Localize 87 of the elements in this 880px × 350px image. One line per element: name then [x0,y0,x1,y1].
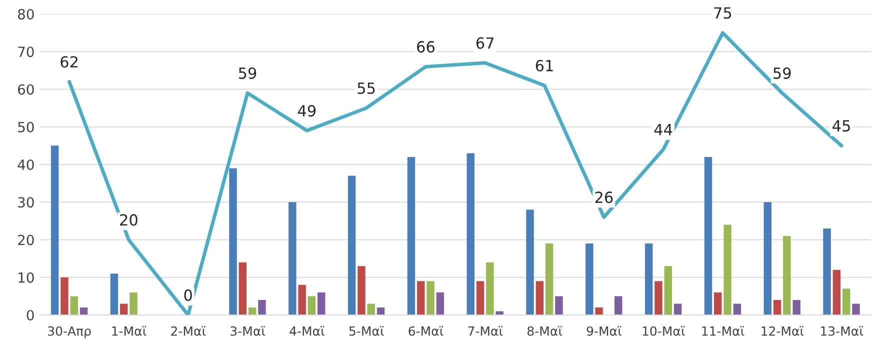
data-label: 59 [238,67,256,79]
bar [595,307,603,315]
bar [476,281,484,315]
y-tick-label: 70 [18,46,34,58]
bar [120,304,128,315]
bar [783,236,791,315]
bar [674,304,682,315]
bar [842,288,850,315]
bar [466,153,474,315]
bar [486,262,494,315]
bar [852,304,860,315]
x-tick-label: 10-Μαϊ [642,326,685,336]
bar [586,244,594,315]
data-label: 49 [298,105,316,117]
x-tick-label: 3-Μαϊ [230,326,266,336]
bar [496,311,504,315]
data-label: 66 [417,41,434,53]
x-tick-label: 4-Μαϊ [290,326,324,336]
data-label: 67 [476,37,494,49]
bar [823,228,831,315]
bar [436,292,444,315]
bar [526,210,534,315]
bar [724,224,732,315]
data-label: 26 [595,192,613,204]
bar [80,307,88,315]
bar [130,292,138,315]
x-tick-label: 6-Μαϊ [408,326,444,336]
y-tick-label: 0 [26,310,34,320]
x-tick-label: 12-Μαϊ [762,326,804,336]
bar [764,202,772,315]
bar [298,284,306,315]
bar [248,307,256,315]
bar [704,156,712,315]
bar [733,304,742,315]
x-tick-label: 9-Μαϊ [586,326,622,336]
data-label: 59 [774,67,791,79]
bar [318,292,326,315]
bar [60,277,68,315]
bar [664,266,672,315]
data-label: 20 [120,214,138,226]
data-label: 0 [184,289,192,301]
bar [110,274,118,315]
bar [238,262,247,315]
bar [832,270,841,315]
bar [536,281,544,315]
data-label: 55 [358,82,375,94]
x-tick-label: 11-Μαϊ [702,326,744,336]
bar [426,281,434,315]
y-tick-label: 10 [18,272,34,283]
x-tick-label: 7-Μαϊ [468,326,503,336]
y-tick-label: 50 [18,122,34,132]
bar [258,300,266,315]
x-tick-label: 1-Μαϊ [112,326,146,336]
y-tick-label: 30 [18,197,34,208]
bar [348,176,356,315]
bar [367,304,375,315]
bar [50,146,59,315]
bar [555,296,563,315]
bar [792,300,800,315]
bar [376,307,385,315]
y-tick-label: 60 [18,84,34,95]
x-tick-label: 2-Μαϊ [171,326,206,336]
bar [358,266,366,315]
bar [714,292,722,315]
data-label: 45 [832,120,850,132]
bar [407,156,416,315]
y-tick-label: 20 [18,234,34,246]
bar [308,296,316,315]
x-tick-label: 5-Μαϊ [349,326,384,336]
x-tick-label: 8-Μαϊ [527,326,562,336]
bar [417,281,425,315]
bar [288,202,296,315]
x-tick-label: 30-Απρ [48,326,91,338]
bar [654,281,662,315]
data-label: 44 [654,124,672,136]
data-label: 61 [536,60,553,72]
bar [773,300,782,315]
bar [644,244,653,315]
x-tick-label: 13-Μαϊ [821,326,863,336]
data-label: 62 [60,56,78,68]
y-tick-label: 40 [18,159,34,170]
bar [545,244,554,315]
y-tick-label: 80 [18,8,34,20]
bar [229,168,237,315]
bar [614,296,622,315]
bar [70,296,78,315]
data-label: 75 [714,7,732,19]
